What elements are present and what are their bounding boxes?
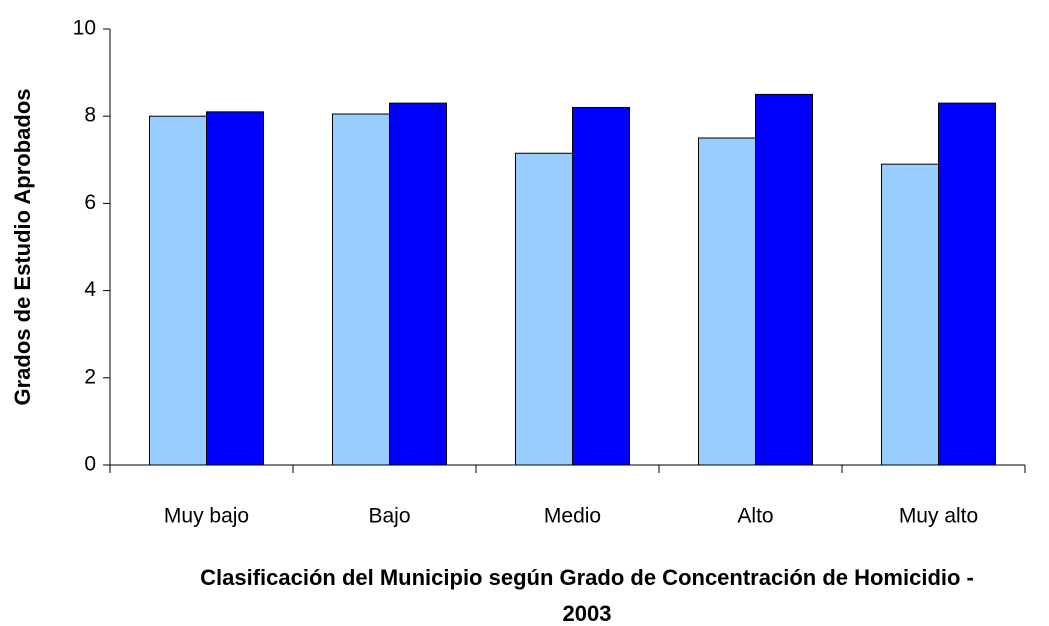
bar (515, 152, 573, 466)
bar (698, 137, 756, 466)
x-tick-label: Bajo (368, 505, 410, 528)
x-tick-label: Muy bajo (164, 505, 249, 528)
bar (206, 111, 264, 466)
x-tick-label: Medio (544, 505, 601, 528)
y-tick-label: 6 (84, 191, 96, 214)
bar (938, 102, 996, 466)
y-tick-label: 4 (84, 278, 96, 301)
y-tick-label: 0 (84, 453, 96, 476)
x-tick-label: Muy alto (899, 505, 978, 528)
y-tick-label: 2 (84, 365, 96, 388)
y-axis-title: Grados de Estudio Aprobados (10, 89, 35, 406)
bar (332, 113, 390, 466)
bar (572, 106, 630, 466)
y-tick-label: 8 (84, 104, 96, 127)
bar (755, 93, 813, 466)
bar (149, 115, 207, 466)
bar (881, 163, 939, 466)
x-tick-label: Alto (737, 505, 773, 528)
y-tick-label: 10 (73, 17, 96, 40)
bar (389, 102, 447, 466)
x-axis-title: Clasificación del Municipio según Grado … (200, 565, 974, 626)
